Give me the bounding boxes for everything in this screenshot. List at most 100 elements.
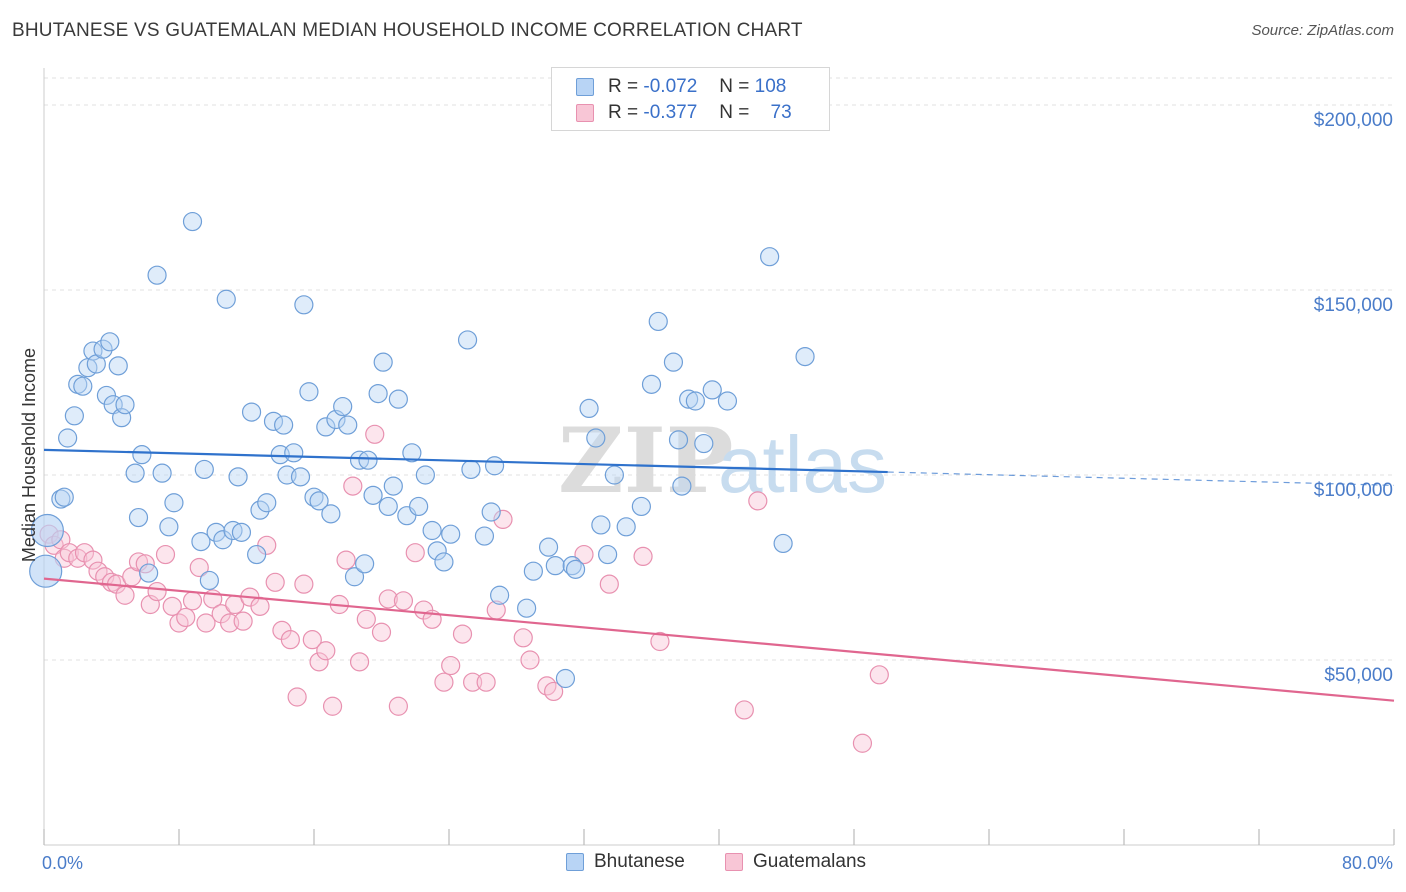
bhutanese-point [344,567,365,587]
bhutanese-point [152,463,172,483]
legend-r-label: R = [608,102,639,123]
bhutanese-point [159,517,179,537]
bhutanese-point [164,493,184,513]
guatemalans-point [115,585,135,605]
bhutanese-point [409,496,429,517]
bhutanese-point [194,459,214,480]
bhutanese-point [309,491,329,511]
bhutanese-point [668,430,689,450]
guatemalans-point [393,591,414,611]
guatemalans-point [162,596,182,616]
legend: R = -0.072 N = 108 R = -0.377 N = 73 [551,67,830,131]
guatemalans-point [316,641,336,661]
bhutanese-point [199,570,219,591]
bhutanese-point [316,417,336,437]
guatemalans-point [182,591,203,611]
guatemalans-point [155,544,176,565]
guatemalans-point [365,424,385,444]
bhutanese-point [598,544,618,565]
bhutanese-point [263,411,284,431]
bhutanese-point [474,526,495,546]
bhutanese-point [672,476,692,496]
bhutanese-point [641,374,662,394]
y-tick-label: $50,000 [1324,665,1393,686]
bhutanese-point [579,398,599,418]
x-tick-labels: 0.0% 80.0% [42,853,1393,873]
source-label: Source: ZipAtlas.com [1251,22,1394,39]
bhutanese-point [363,485,383,505]
bhutanese-point [773,533,793,554]
y-tick-labels: $50,000 $100,000 $150,000 $200,000 [1314,110,1393,686]
bhutanese-point [461,459,481,480]
bhutanese-point [284,443,304,463]
guatemalans-point [493,509,513,530]
guatemalans-point [302,630,322,650]
bhutanese-point [422,520,442,541]
guatemalans-point [463,672,483,692]
bhutanese-point [457,330,478,350]
guatemalans-point [574,544,594,565]
bhutanese-point [93,339,113,359]
guatemalans-point [405,543,425,563]
bhutanese-point [555,668,576,689]
bhutanese-point [490,585,510,605]
bhutanese-point [206,522,226,542]
guatemalans-point [147,581,167,602]
guatemalans-point [189,557,209,578]
bhutanese-point [355,554,375,574]
x-tick-label-max: 80.0% [1342,853,1393,873]
y-tick-label: $100,000 [1314,480,1393,501]
watermark-zip: ZIP [558,408,733,514]
bhutanese-point [604,465,624,485]
bhutanese-point [717,391,738,411]
guatemalans-point [748,491,768,511]
bhutanese-point [368,384,388,404]
bhutanese-point [191,531,211,552]
bottom-legend-label: Bhutanese [594,851,685,872]
bhutanese-point [333,396,353,417]
bhutanese-trend-line [43,448,888,474]
bhutanese-point [125,463,145,483]
guatemalans-point [476,672,496,692]
bhutanese-point [274,415,294,435]
bhutanese-point [241,402,262,422]
guatemalans-point [544,681,564,702]
bhutanese-point [100,332,120,352]
guatemalans-point [287,687,307,707]
bottom-legend-guatemalans: Guatemalans [725,851,866,873]
bhutanese-point [290,467,311,487]
legend-r-value: -0.377 [643,102,698,123]
bhutanese-point [247,544,267,565]
bhutanese-point [338,415,358,435]
bhutanese-point [760,247,780,267]
bhutanese-point [147,265,167,285]
bhutanese-point [294,295,314,315]
guatemalans-point [265,572,285,592]
bhutanese-point [182,211,203,232]
guatemalans-point [388,696,408,716]
bhutanese-point [694,433,714,454]
bhutanese-point [388,389,408,409]
guatemalans-point [356,609,376,629]
guatemalans-point [513,628,533,648]
bhutanese-point [383,476,403,496]
guatemalans-point [869,665,889,685]
guatemalans-point [434,672,454,692]
bottom-legend-swatch-pink [725,853,743,871]
bhutanese-point [54,487,74,507]
bhutanese-point [257,493,277,513]
legend-r-label: R = [608,76,639,97]
bhutanese-point [231,522,252,542]
bhutanese-point [228,467,248,487]
bhutanese-point [64,406,84,426]
y-axis-label: Median Household Income [19,348,39,562]
bhutanese-point [73,376,93,396]
guatemalans-point [250,596,270,616]
guatemalans-point [650,631,670,652]
watermark-atlas: atlas [718,420,887,509]
legend-n-label: N = [719,76,750,97]
bhutanese-point [586,428,606,448]
guatemalans-point [599,574,619,594]
guatemalans-point [176,607,196,628]
bhutanese-point [250,500,270,520]
